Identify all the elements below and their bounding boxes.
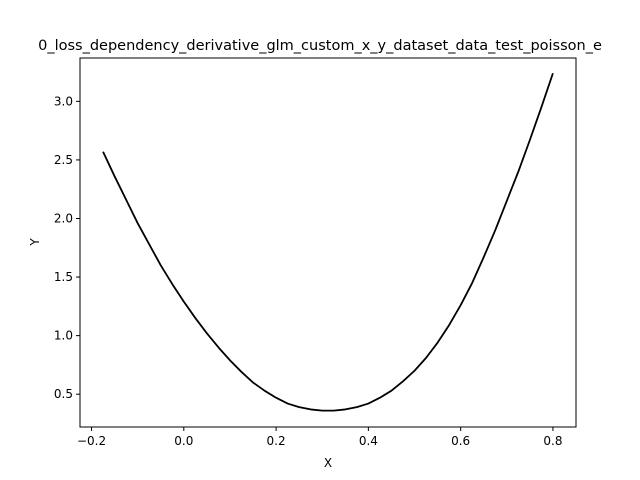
series-layer: [102, 72, 554, 412]
y-axis-label: Y: [28, 238, 42, 247]
x-tick-label: 0.2: [267, 434, 286, 448]
x-tick-label: 0.4: [359, 434, 378, 448]
y-tick-label: 1.0: [54, 329, 73, 343]
plot-frame: [79, 57, 577, 428]
x-axis-label: X: [324, 456, 332, 470]
y-tick-label: 3.0: [54, 94, 73, 108]
y-tick-label: 0.5: [54, 387, 73, 401]
x-tick-label: −0.2: [77, 434, 106, 448]
x-tick-label: 0.6: [451, 434, 470, 448]
series-line-0: [102, 72, 554, 412]
y-tick-label: 1.5: [54, 270, 73, 284]
y-tick-label: 2.5: [54, 153, 73, 167]
y-axis: 0.5 1.0 1.5 2.0 2.5 3.0: [54, 94, 80, 401]
x-tick-label: 0.0: [174, 434, 193, 448]
x-tick-label: 0.8: [543, 434, 562, 448]
y-tick-label: 2.0: [54, 211, 73, 225]
plot-area: [80, 58, 576, 427]
x-axis: −0.2 0.0 0.2 0.4 0.6 0.8: [77, 427, 562, 448]
chart-title: 0_loss_dependency_derivative_glm_custom_…: [38, 38, 602, 54]
